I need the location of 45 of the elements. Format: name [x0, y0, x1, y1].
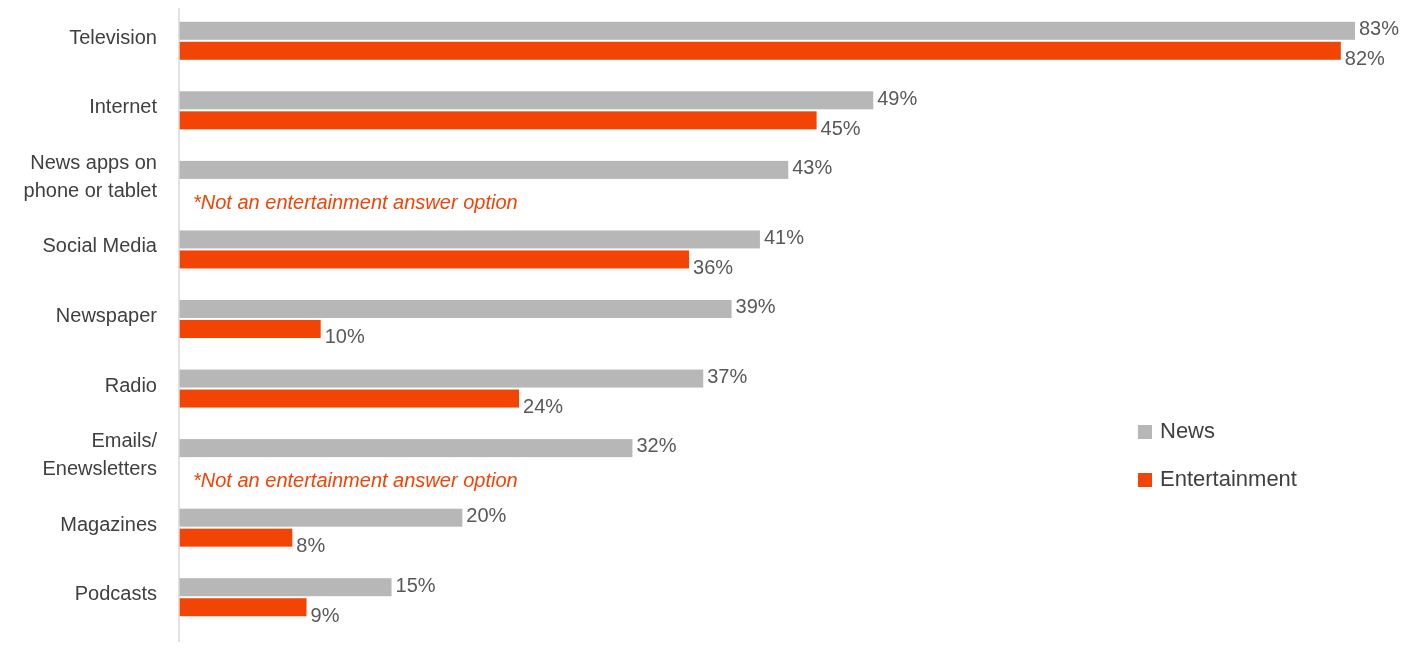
data-label: 20% — [466, 503, 507, 526]
y-tick-label: Podcasts — [74, 582, 157, 605]
bar — [179, 369, 704, 388]
data-label: 9% — [310, 603, 340, 626]
y-tick-label: Radio — [104, 373, 157, 396]
data-label: 32% — [636, 434, 677, 457]
bar — [179, 230, 760, 249]
data-label: 37% — [707, 364, 748, 387]
bar — [179, 508, 463, 527]
annotation: *Not an entertainment answer option — [193, 191, 518, 214]
annotation: *Not an entertainment answer option — [193, 469, 518, 492]
bar — [179, 250, 690, 269]
y-tick-label: Emails/ Enewsletters — [42, 429, 158, 480]
bar — [179, 91, 874, 110]
bar — [179, 320, 321, 338]
legend-label: News — [1160, 417, 1216, 443]
data-label: 45% — [820, 116, 861, 139]
data-label: 15% — [395, 573, 436, 596]
y-tick-label: Newspaper — [55, 304, 158, 327]
data-label: 10% — [324, 325, 365, 348]
bar — [179, 111, 817, 130]
data-label: 43% — [792, 156, 833, 179]
bar — [179, 528, 293, 547]
y-tick-label: Magazines — [60, 512, 157, 535]
data-label: 8% — [296, 533, 326, 556]
bar — [179, 300, 732, 318]
y-tick-label: News apps on phone or tablet — [23, 151, 158, 202]
bar — [179, 41, 1341, 60]
bar — [179, 598, 307, 617]
data-label: 82% — [1344, 47, 1386, 70]
data-label: 24% — [523, 394, 564, 417]
bar — [179, 439, 633, 458]
y-tick-label: Internet — [89, 95, 158, 118]
bar — [179, 21, 1355, 40]
bar — [179, 389, 520, 408]
data-label: 83% — [1359, 17, 1400, 40]
y-tick-label: Television — [69, 26, 157, 49]
y-tick-label: Social Media — [42, 234, 158, 257]
legend-label: Entertainment — [1160, 465, 1297, 491]
bar — [179, 160, 789, 179]
data-label: 49% — [877, 86, 918, 109]
bar — [179, 578, 392, 597]
data-label: 41% — [763, 225, 805, 248]
data-label: 36% — [693, 255, 734, 278]
data-label: 39% — [735, 295, 776, 318]
